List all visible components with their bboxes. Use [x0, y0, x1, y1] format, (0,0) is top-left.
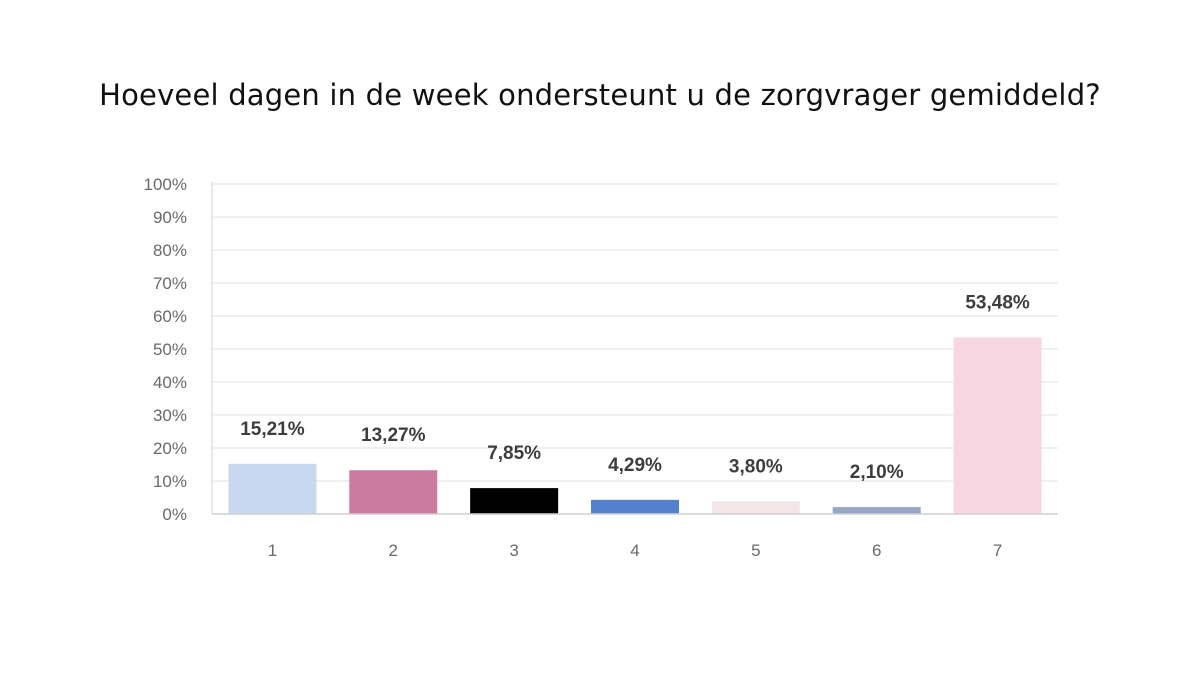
y-tick-label: 10% [153, 472, 187, 491]
x-tick-label: 3 [509, 541, 518, 560]
y-tick-label: 0% [162, 505, 187, 524]
y-tick-label: 20% [153, 439, 187, 458]
x-tick-label: 1 [268, 541, 277, 560]
data-label: 7,85% [487, 443, 541, 464]
bar [228, 463, 317, 514]
data-label: 3,80% [729, 456, 783, 477]
x-tick-label: 2 [389, 541, 398, 560]
bar [470, 488, 559, 514]
chart-title: Hoeveel dagen in de week ondersteunt u d… [99, 78, 1101, 112]
y-tick-label: 50% [153, 340, 187, 359]
y-tick-label: 80% [153, 241, 187, 260]
y-tick-label: 30% [153, 406, 187, 425]
data-label: 15,21% [240, 419, 305, 440]
data-label: 2,10% [850, 462, 904, 483]
x-tick-label: 4 [630, 541, 639, 560]
bar [349, 470, 438, 514]
bar [591, 499, 679, 514]
y-tick-label: 40% [153, 373, 187, 392]
bar [953, 337, 1042, 514]
bar [832, 507, 921, 514]
y-tick-label: 70% [153, 274, 187, 293]
x-tick-label: 5 [751, 541, 760, 560]
y-tick-label: 60% [153, 307, 187, 326]
data-label: 4,29% [608, 455, 662, 476]
y-tick-label: 90% [153, 208, 187, 227]
bar [711, 501, 800, 514]
data-label: 53,48% [965, 293, 1030, 314]
x-tick-label: 6 [872, 541, 881, 560]
x-tick-label: 7 [993, 541, 1002, 560]
y-tick-label: 100% [144, 175, 187, 194]
data-label: 13,27% [361, 425, 426, 446]
